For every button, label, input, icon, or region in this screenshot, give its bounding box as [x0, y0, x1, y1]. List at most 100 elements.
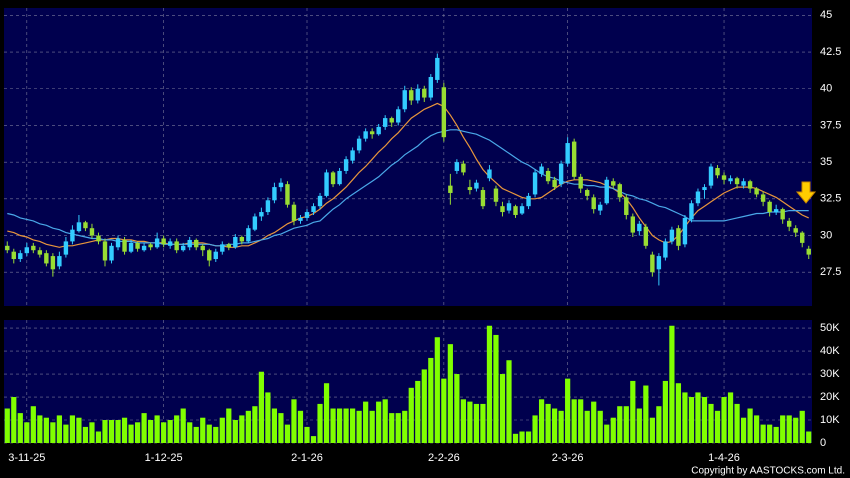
volume-bar [343, 408, 349, 443]
candle-body [461, 163, 466, 173]
volume-bar [141, 413, 147, 443]
candle-body [109, 245, 114, 261]
volume-bar [643, 385, 649, 443]
candle-body [806, 248, 811, 255]
candle-body [552, 179, 557, 188]
volume-bar [174, 415, 180, 443]
volume-bar [219, 417, 225, 443]
candle-body [278, 182, 284, 188]
volume-bar [323, 383, 330, 443]
candle-body [487, 169, 492, 179]
candle-body [57, 256, 62, 267]
candle-body [259, 212, 264, 217]
y-tick-label: 45 [820, 9, 832, 21]
y-tick-label: 0 [820, 437, 826, 449]
volume-bar [193, 426, 199, 443]
candle-body [695, 191, 701, 204]
candle-body [50, 256, 56, 270]
candle-body [441, 87, 447, 138]
candle-body [96, 235, 101, 242]
candle-body [800, 232, 805, 243]
candle-body [780, 209, 785, 220]
candle-body [382, 118, 388, 127]
candle-body [513, 206, 518, 215]
candle-body [415, 88, 420, 101]
volume-bar [336, 408, 343, 443]
x-tick-label: 2-1-26 [291, 452, 323, 464]
candle-body [630, 216, 636, 233]
candle-body [63, 241, 69, 255]
volume-bar [121, 417, 128, 443]
candle-body [689, 203, 694, 220]
candle-body [598, 204, 603, 211]
candle-body [180, 245, 186, 251]
candle-body [265, 200, 271, 213]
volume-bar [454, 374, 460, 443]
volume-bar [473, 403, 480, 443]
volume-bar [50, 422, 56, 443]
volume-bar [727, 392, 734, 443]
volume-bar [545, 403, 551, 443]
volume-bar [258, 371, 264, 443]
volume-bar [134, 422, 141, 443]
candle-body [246, 228, 251, 242]
y-tick-label: 10K [820, 414, 840, 426]
volume-bar [552, 408, 558, 443]
candle-body [5, 245, 10, 251]
y-tick-label: 27.5 [820, 266, 841, 278]
candle-body [83, 222, 88, 229]
volume-bar [760, 424, 766, 443]
volume-bar [630, 380, 636, 443]
candle-body [708, 166, 714, 186]
volume-bar [480, 403, 486, 443]
volume-bar [441, 378, 447, 443]
candle-body [356, 138, 362, 151]
volume-bar [284, 424, 291, 443]
candle-body [493, 188, 499, 202]
y-tick-label: 30 [820, 229, 832, 241]
volume-bar [304, 426, 310, 443]
candle-body [454, 162, 460, 171]
volume-bar [291, 399, 297, 443]
candle-body [617, 184, 622, 198]
candle-body [76, 222, 82, 232]
candle-body [337, 170, 342, 185]
volume-bar [226, 408, 232, 443]
candle-body [506, 203, 512, 211]
volume-bar [447, 344, 453, 443]
candle-body [200, 245, 205, 251]
candle-body [715, 168, 720, 176]
candle-body [643, 226, 649, 246]
volume-bar [43, 417, 49, 443]
candle-body [604, 179, 609, 204]
copyright: Copyright by AASTOCKS.com Ltd. [691, 466, 845, 477]
candle-body [669, 229, 675, 242]
candle-body [467, 187, 473, 191]
y-tick-label: 37.5 [820, 119, 841, 131]
candle-body [252, 216, 258, 230]
candle-body [174, 241, 179, 251]
volume-bar [128, 424, 134, 443]
y-tick-label: 32.5 [820, 193, 841, 205]
volume-bar [467, 401, 473, 443]
volume-bar [538, 399, 545, 443]
candle-body [558, 163, 564, 185]
volume-bar [662, 380, 668, 443]
moving-average-line [7, 129, 809, 247]
volume-bar [369, 410, 375, 443]
volume-bar [656, 406, 662, 443]
x-tick-label: 3-11-25 [8, 452, 45, 464]
candle-body [272, 187, 277, 201]
volume-bar [793, 417, 799, 443]
candle-body [350, 150, 355, 161]
volume-bar [460, 399, 466, 443]
volume-bar [376, 401, 382, 443]
volume-bar [252, 406, 258, 443]
candle-body [519, 206, 525, 214]
candle-body [161, 238, 166, 245]
volume-bar [506, 360, 512, 443]
candle-body [409, 90, 414, 101]
candle-body [676, 228, 681, 246]
volume-bar [402, 410, 408, 443]
candle-body [154, 238, 160, 248]
